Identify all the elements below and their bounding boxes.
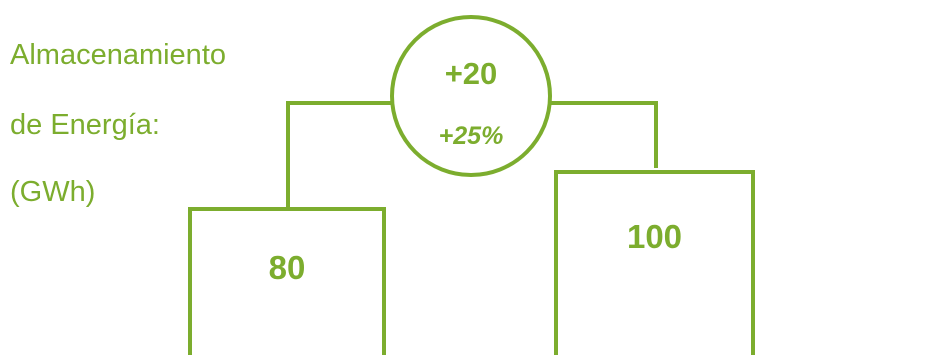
- delta-percent-label: +25%: [439, 122, 504, 150]
- delta-circle: [390, 15, 552, 177]
- connector-left: [286, 101, 397, 209]
- title-line-1: Almacenamiento: [10, 39, 226, 71]
- bars-group: 80 100: [188, 170, 755, 355]
- delta-absolute-label: +20: [445, 56, 498, 91]
- bar-value-label-1: 80: [269, 249, 306, 286]
- bar-value-label-2: 100: [627, 218, 682, 255]
- bar-2: [554, 170, 755, 355]
- bar-1: [188, 207, 386, 355]
- title-line-3: (GWh): [10, 176, 95, 208]
- connector-right: [546, 101, 658, 168]
- title-line-2: de Energía:: [10, 109, 160, 141]
